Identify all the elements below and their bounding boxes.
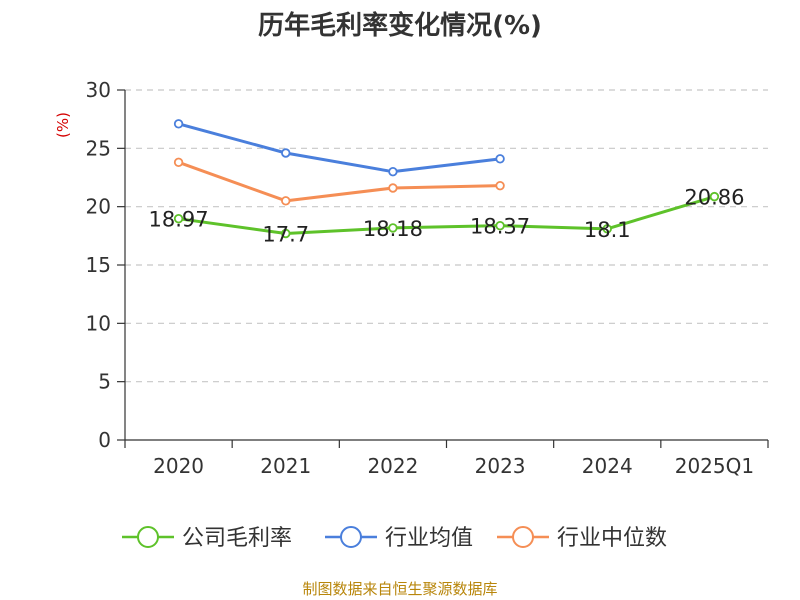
series-line-0 bbox=[178, 195, 715, 235]
data-point bbox=[495, 154, 505, 164]
series-line-2 bbox=[178, 160, 501, 203]
legend-marker bbox=[340, 526, 362, 548]
data-point bbox=[709, 191, 720, 202]
y-axis-unit: (%) bbox=[54, 112, 72, 138]
legend-label: 公司毛利率 bbox=[182, 526, 292, 551]
legend: 公司毛利率 行业均值 行业中位数 bbox=[122, 526, 667, 551]
data-label: 17.7 bbox=[262, 223, 309, 247]
y-tick-label: 15 bbox=[86, 253, 111, 277]
data-point bbox=[388, 183, 398, 193]
data-point bbox=[602, 224, 612, 234]
data-point bbox=[281, 228, 291, 239]
data-point bbox=[173, 213, 184, 224]
data-labels: 18.97 17.7 18.18 18.37 18.1 20.86 bbox=[149, 186, 745, 247]
series-line-1 bbox=[178, 122, 501, 174]
x-tick-label: 2022 bbox=[367, 454, 418, 478]
x-tick-label: 2021 bbox=[260, 454, 311, 478]
y-axis-ticks: 0 5 10 15 20 25 30 bbox=[86, 78, 125, 452]
data-point bbox=[173, 157, 184, 168]
x-tick-label: 2020 bbox=[153, 454, 204, 478]
data-label: 20.86 bbox=[684, 186, 744, 210]
x-tick-label: 2024 bbox=[582, 454, 633, 478]
y-tick-label: 0 bbox=[98, 428, 111, 452]
data-point bbox=[495, 180, 505, 191]
y-tick-label: 5 bbox=[98, 370, 111, 394]
grid-lines bbox=[125, 89, 768, 383]
y-tick-label: 30 bbox=[86, 78, 111, 102]
data-point bbox=[173, 119, 184, 129]
chart-title: 历年毛利率变化情况(%) bbox=[258, 10, 542, 41]
y-tick-label: 25 bbox=[86, 136, 111, 160]
data-point bbox=[388, 166, 398, 177]
legend-marker bbox=[137, 526, 159, 548]
data-label: 18.1 bbox=[584, 218, 631, 242]
x-tick-label: 2025Q1 bbox=[675, 454, 754, 478]
x-axis-ticks: 2020 2021 2022 2023 2024 2025Q1 bbox=[124, 440, 769, 478]
data-label: 18.37 bbox=[470, 215, 530, 239]
data-point bbox=[281, 196, 291, 206]
y-tick-label: 20 bbox=[86, 195, 111, 219]
source-note: 制图数据来自恒生聚源数据库 bbox=[302, 580, 497, 598]
data-label: 18.18 bbox=[363, 217, 423, 241]
y-tick-label: 10 bbox=[86, 311, 111, 335]
x-tick-label: 2023 bbox=[475, 454, 526, 478]
series-layer bbox=[173, 119, 720, 239]
data-point bbox=[495, 220, 505, 231]
data-point bbox=[281, 148, 291, 158]
legend-label: 行业均值 bbox=[385, 526, 473, 551]
data-label: 18.97 bbox=[149, 208, 209, 232]
legend-marker bbox=[512, 526, 534, 548]
data-point bbox=[388, 223, 398, 233]
legend-label: 行业中位数 bbox=[557, 526, 667, 551]
